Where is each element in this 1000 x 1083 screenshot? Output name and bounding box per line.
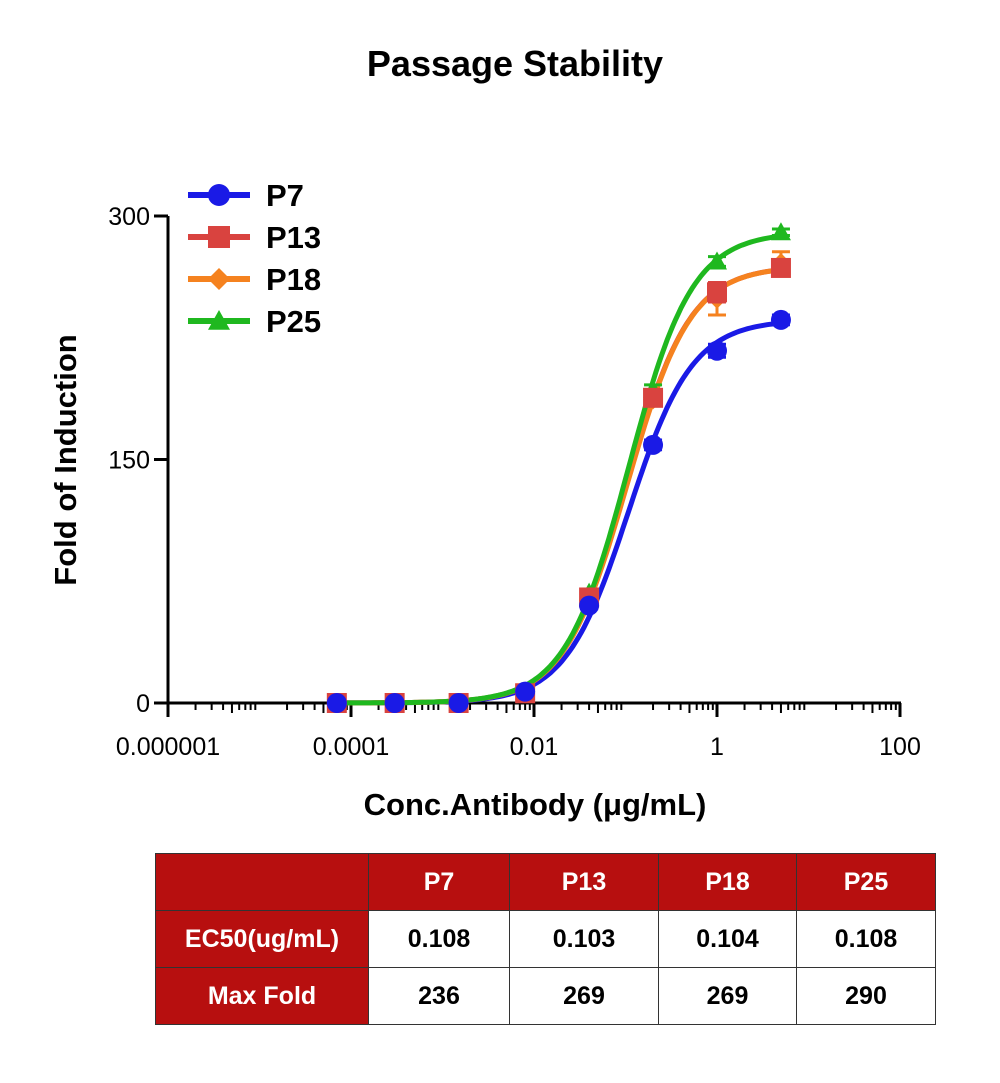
table-header-cell: P13 [509, 853, 659, 911]
fit-curve-p7 [334, 320, 784, 706]
data-point-p7 [384, 693, 405, 713]
legend-marker-p7 [208, 184, 230, 206]
data-point-p13 [643, 387, 664, 408]
data-point-p7 [579, 595, 600, 616]
x-tick-label: 100 [879, 733, 921, 761]
table-cell: 0.108 [796, 910, 936, 968]
y-axis-label: Fold of Induction [48, 334, 83, 585]
legend-marker-p25 [208, 310, 230, 330]
table-cell: 0.103 [509, 910, 659, 968]
table-header-row: P7 P13 P18 P25 [155, 853, 936, 911]
table-header-cell: P25 [796, 853, 936, 911]
table-corner-cell [155, 853, 369, 911]
data-points [326, 222, 791, 713]
data-point-p25 [770, 222, 791, 241]
x-tick-label: 1 [710, 733, 724, 761]
table-row: EC50(ug/mL) 0.108 0.103 0.104 0.108 [155, 910, 936, 968]
table-cell: 269 [658, 967, 797, 1025]
x-axis-label: Conc.Antibody (μg/mL) [364, 787, 707, 822]
table-row: Max Fold 236 269 269 290 [155, 967, 936, 1025]
chart-title: Passage Stability [367, 43, 663, 84]
table-cell: 290 [796, 967, 936, 1025]
legend-marker-p18 [208, 268, 230, 290]
table-cell: 0.108 [368, 910, 510, 968]
legend-marker-p13 [208, 226, 230, 248]
x-tick-label: 0.000001 [116, 733, 220, 761]
table-cell: 0.104 [658, 910, 797, 968]
table-cell: 269 [509, 967, 659, 1025]
chart: Passage Stability Fold of Induction Conc… [48, 43, 921, 822]
fit-curves [334, 233, 784, 706]
x-tick-label: 0.0001 [313, 733, 389, 761]
table-cell: 236 [368, 967, 510, 1025]
data-point-p7 [643, 434, 664, 455]
legend-label: P7 [266, 178, 304, 213]
fit-curve-p13 [334, 267, 784, 706]
table-header-cell: P18 [658, 853, 797, 911]
table-row-label: Max Fold [155, 967, 369, 1025]
data-point-p7 [448, 693, 469, 713]
data-point-p7 [515, 681, 536, 702]
data-point-p13 [770, 257, 791, 278]
y-tick-label: 0 [136, 690, 150, 718]
legend-label: P13 [266, 220, 321, 255]
y-tick-label: 150 [108, 447, 150, 475]
data-point-p7 [707, 340, 727, 361]
data-point-p7 [326, 693, 347, 713]
legend-label: P25 [266, 304, 321, 339]
data-point-p7 [770, 309, 791, 330]
data-point-p13 [707, 282, 727, 303]
axes: 0 150 300 0.000001 0.0001 0.01 1 100 [108, 203, 921, 761]
x-tick-label: 0.01 [510, 733, 559, 761]
legend-label: P18 [266, 262, 321, 297]
fit-curve-p18 [334, 267, 784, 706]
table-row-label: EC50(ug/mL) [155, 910, 369, 968]
table-header-cell: P7 [368, 853, 510, 911]
data-point-p25 [707, 251, 727, 270]
legend: P7 P13 P18 P25 [188, 178, 321, 339]
fit-curve-p25 [334, 233, 784, 706]
summary-table: P7 P13 P18 P25 EC50(ug/mL) 0.108 0.103 0… [155, 853, 936, 1025]
y-tick-label: 300 [108, 203, 150, 231]
